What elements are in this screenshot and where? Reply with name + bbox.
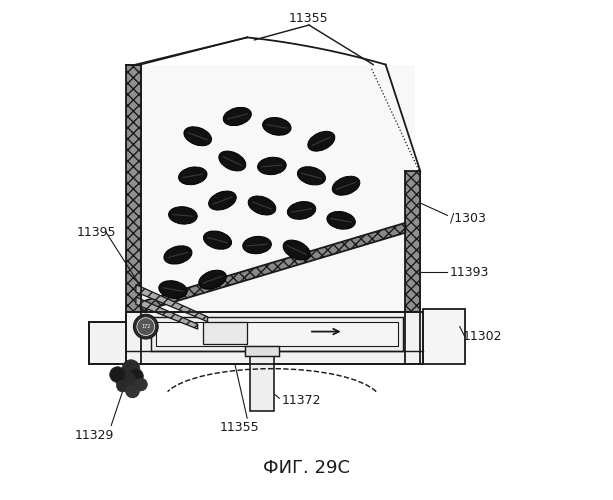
Circle shape xyxy=(116,371,136,391)
Polygon shape xyxy=(156,322,398,346)
Ellipse shape xyxy=(184,127,211,146)
Circle shape xyxy=(129,368,143,384)
Circle shape xyxy=(122,360,140,378)
Polygon shape xyxy=(405,171,421,364)
Polygon shape xyxy=(126,64,141,364)
Ellipse shape xyxy=(297,166,326,185)
Circle shape xyxy=(126,384,139,398)
Ellipse shape xyxy=(199,270,226,289)
Text: 11393: 11393 xyxy=(450,266,489,279)
Polygon shape xyxy=(136,64,415,312)
Ellipse shape xyxy=(178,167,207,184)
Circle shape xyxy=(110,366,126,382)
Ellipse shape xyxy=(332,176,360,195)
Text: 11329: 11329 xyxy=(74,429,113,442)
Ellipse shape xyxy=(204,231,232,250)
Polygon shape xyxy=(151,317,403,352)
Text: 172: 172 xyxy=(141,324,151,329)
Ellipse shape xyxy=(287,202,316,220)
Text: ФИГ. 29С: ФИГ. 29С xyxy=(263,460,350,477)
Ellipse shape xyxy=(283,240,310,260)
Polygon shape xyxy=(89,322,126,364)
Polygon shape xyxy=(126,312,423,364)
Ellipse shape xyxy=(243,236,272,254)
Polygon shape xyxy=(136,297,198,329)
Circle shape xyxy=(116,380,129,392)
Text: 11372: 11372 xyxy=(282,394,321,407)
Circle shape xyxy=(134,378,147,391)
Ellipse shape xyxy=(208,191,236,210)
Circle shape xyxy=(137,318,154,336)
Ellipse shape xyxy=(219,151,246,171)
Polygon shape xyxy=(245,346,280,356)
Polygon shape xyxy=(423,310,465,364)
Text: /1303: /1303 xyxy=(450,212,485,224)
Polygon shape xyxy=(249,352,275,410)
Ellipse shape xyxy=(327,212,356,229)
Text: 11302: 11302 xyxy=(462,330,502,343)
Ellipse shape xyxy=(223,108,251,126)
Polygon shape xyxy=(126,352,423,364)
Text: 11355: 11355 xyxy=(289,12,329,25)
Ellipse shape xyxy=(308,132,335,151)
Ellipse shape xyxy=(262,118,291,136)
Circle shape xyxy=(134,314,158,339)
Polygon shape xyxy=(203,322,247,344)
Text: 11395: 11395 xyxy=(77,226,116,239)
Polygon shape xyxy=(141,223,405,312)
Polygon shape xyxy=(136,284,208,322)
Text: 11355: 11355 xyxy=(220,420,259,434)
Ellipse shape xyxy=(257,157,286,174)
Polygon shape xyxy=(343,324,364,339)
Ellipse shape xyxy=(248,196,276,215)
Ellipse shape xyxy=(164,246,192,264)
Ellipse shape xyxy=(159,280,187,298)
Ellipse shape xyxy=(169,206,197,224)
